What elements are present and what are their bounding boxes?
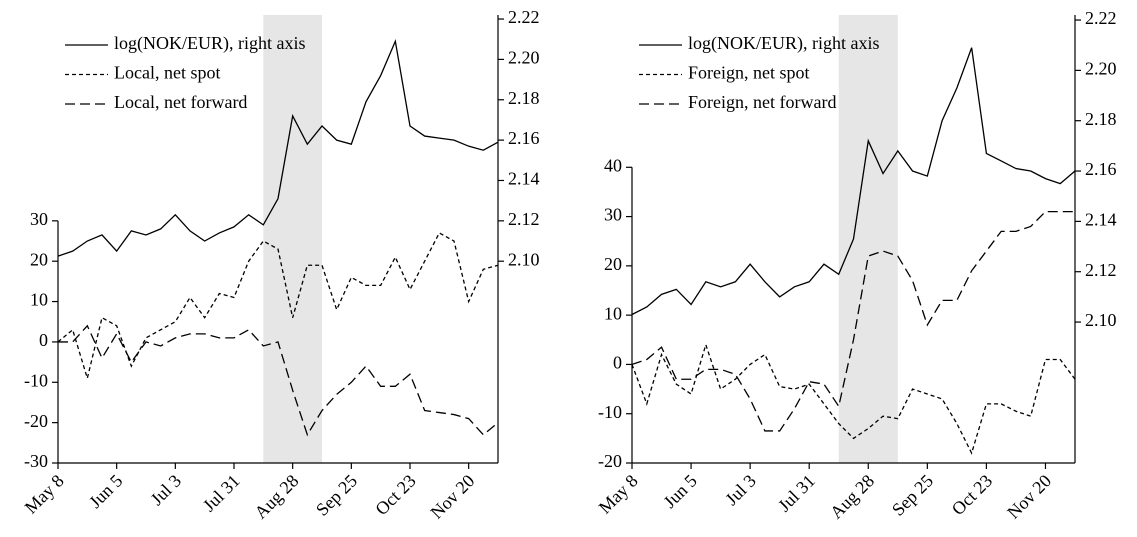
y-tick-label: 30 [30,209,48,229]
y-tick-label: 40 [604,155,622,175]
y-tick-label: 10 [30,290,48,310]
x-tick-label: Aug 28 [250,471,302,523]
y2-tick-label: 2.22 [508,7,540,27]
series-line [631,211,1075,432]
y-tick-label: -30 [24,451,48,471]
series-line [58,324,499,437]
legend-label: Foreign, net spot [688,63,810,83]
y2-tick-label: 2.14 [508,169,540,189]
series-line [631,47,1076,316]
y-tick-label: -10 [598,402,622,422]
x-tick-label: Jul 3 [147,471,186,510]
x-tick-label: Jun 5 [659,471,700,512]
x-tick-label: Jul 31 [774,471,819,516]
x-tick-label: Aug 28 [826,471,878,523]
y-tick-label: -20 [24,411,48,431]
legend-label: Foreign, net forward [688,92,836,112]
x-tick-label: May 8 [595,471,642,518]
y2-tick-label: 2.14 [1085,210,1117,230]
x-tick-label: Nov 20 [1003,471,1055,523]
y2-tick-label: 2.12 [1085,260,1117,280]
series-line [57,232,499,381]
y2-tick-label: 2.20 [1085,58,1117,78]
panel: -20 -10 0 10 20 30 40 2.10 2.12 2.14 2.16 2.18 2.20 2… [595,8,1117,522]
legend-label: log(NOK/EUR), right axis [688,33,879,54]
series-line [57,38,499,257]
shaded-period [838,15,898,463]
x-tick-label: Jul 3 [721,471,760,510]
y2-tick-label: 2.16 [1085,159,1117,179]
y-tick-label: 20 [604,254,622,274]
y-tick-label: 20 [30,249,48,269]
y2-tick-label: 2.18 [508,88,540,108]
shaded-period [263,15,322,463]
y-tick-label: -10 [24,370,48,390]
x-tick-label: Sep 25 [888,471,937,520]
y-tick-label: -20 [598,451,622,471]
y2-tick-label: 2.20 [508,48,540,68]
y-tick-label: 0 [39,330,48,350]
panel: -30 -20 -10 0 10 20 30 2.10 2.12 2.14 2.16 2.18 2.20… [21,7,540,522]
x-tick-label: May 8 [21,471,68,518]
y-tick-label: 0 [613,353,622,373]
y2-tick-label: 2.12 [508,209,540,229]
x-tick-label: Oct 23 [371,471,419,519]
legend-label: log(NOK/EUR), right axis [114,33,305,54]
x-tick-label: Sep 25 [312,471,361,520]
legend-label: Local, net forward [114,92,247,112]
x-tick-label: Nov 20 [426,471,478,523]
series-line [631,342,1076,455]
y2-tick-label: 2.18 [1085,109,1117,129]
y2-tick-label: 2.10 [508,249,540,269]
x-tick-label: Oct 23 [948,471,996,519]
y-tick-label: 10 [604,303,622,323]
y2-tick-label: 2.22 [1085,8,1117,28]
x-tick-label: Jun 5 [85,471,126,512]
x-tick-label: Jul 31 [199,471,244,516]
y2-tick-label: 2.16 [508,128,540,148]
y2-tick-label: 2.10 [1085,310,1117,330]
y-tick-label: 30 [604,205,622,225]
legend-label: Local, net spot [114,63,220,83]
